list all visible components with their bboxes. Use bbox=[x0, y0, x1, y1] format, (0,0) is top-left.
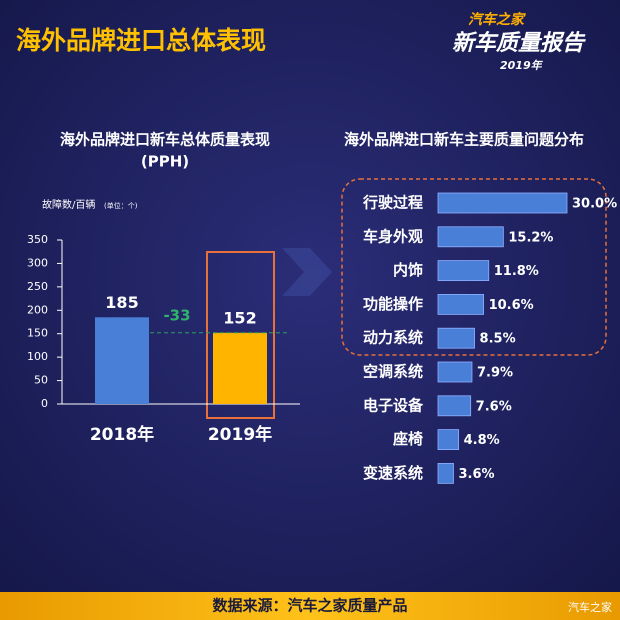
difference-label: -33 bbox=[163, 307, 190, 325]
y-tick-label: 100 bbox=[27, 350, 48, 363]
value-label: 152 bbox=[223, 308, 256, 327]
category-label: 车身外观 bbox=[363, 227, 423, 245]
value-label: 185 bbox=[105, 293, 138, 312]
bar bbox=[95, 317, 149, 404]
watermark: 汽车之家 bbox=[568, 600, 612, 614]
bar bbox=[437, 293, 484, 315]
category-label: 功能操作 bbox=[363, 295, 423, 313]
value-label: 3.6% bbox=[458, 467, 494, 482]
bar bbox=[437, 226, 504, 248]
y-tick-label: 50 bbox=[34, 374, 48, 387]
y-axis-unit: (单位：个) bbox=[104, 201, 138, 210]
bar bbox=[437, 462, 454, 484]
chart-title: 海外品牌进口新车总体质量表现 bbox=[60, 131, 270, 149]
value-label: 10.6% bbox=[489, 298, 534, 313]
category-label: 动力系统 bbox=[363, 329, 423, 347]
x-tick-label: 2018年 bbox=[90, 424, 154, 445]
category-label: 行驶过程 bbox=[362, 194, 423, 212]
y-tick-label: 200 bbox=[27, 303, 48, 316]
bar bbox=[437, 327, 475, 349]
bar bbox=[213, 332, 267, 404]
y-axis-label: 故障数/百辆 bbox=[42, 198, 95, 211]
x-tick-label: 2019年 bbox=[208, 424, 272, 445]
y-tick-label: 300 bbox=[27, 256, 48, 269]
page-title: 海外品牌进口总体表现 bbox=[16, 26, 266, 55]
value-label: 7.9% bbox=[477, 366, 513, 381]
bar bbox=[437, 192, 568, 214]
category-label: 内饰 bbox=[393, 261, 423, 279]
logo-year: 2019年 bbox=[500, 59, 544, 72]
logo-brand: 汽车之家 bbox=[468, 11, 526, 28]
value-label: 15.2% bbox=[508, 230, 553, 245]
value-label: 4.8% bbox=[464, 433, 500, 448]
value-label: 8.5% bbox=[480, 332, 516, 347]
value-label: 11.8% bbox=[494, 264, 539, 279]
category-label: 座椅 bbox=[392, 430, 423, 448]
logo-title: 新车质量报告 bbox=[452, 30, 586, 56]
bar bbox=[437, 361, 473, 383]
value-label: 7.6% bbox=[476, 399, 512, 414]
category-label: 空调系统 bbox=[363, 363, 423, 381]
value-label: 30.0% bbox=[572, 197, 617, 212]
y-tick-label: 0 bbox=[41, 397, 48, 410]
bar bbox=[437, 260, 490, 282]
arrow bbox=[282, 248, 332, 296]
category-label: 变速系统 bbox=[363, 464, 423, 482]
bar bbox=[437, 395, 472, 417]
y-tick-label: 350 bbox=[27, 233, 48, 246]
chart-title: 海外品牌进口新车主要质量问题分布 bbox=[344, 131, 584, 149]
highlight-box bbox=[341, 178, 607, 356]
chart-subtitle: (PPH) bbox=[141, 153, 189, 171]
footer-source: 数据来源：汽车之家质量产品 bbox=[212, 597, 407, 615]
bar bbox=[437, 429, 460, 451]
category-label: 电子设备 bbox=[363, 396, 424, 414]
highlight-box bbox=[206, 251, 275, 419]
y-tick-label: 150 bbox=[27, 327, 48, 340]
y-tick-label: 250 bbox=[27, 280, 48, 293]
footer-bar bbox=[0, 592, 620, 620]
